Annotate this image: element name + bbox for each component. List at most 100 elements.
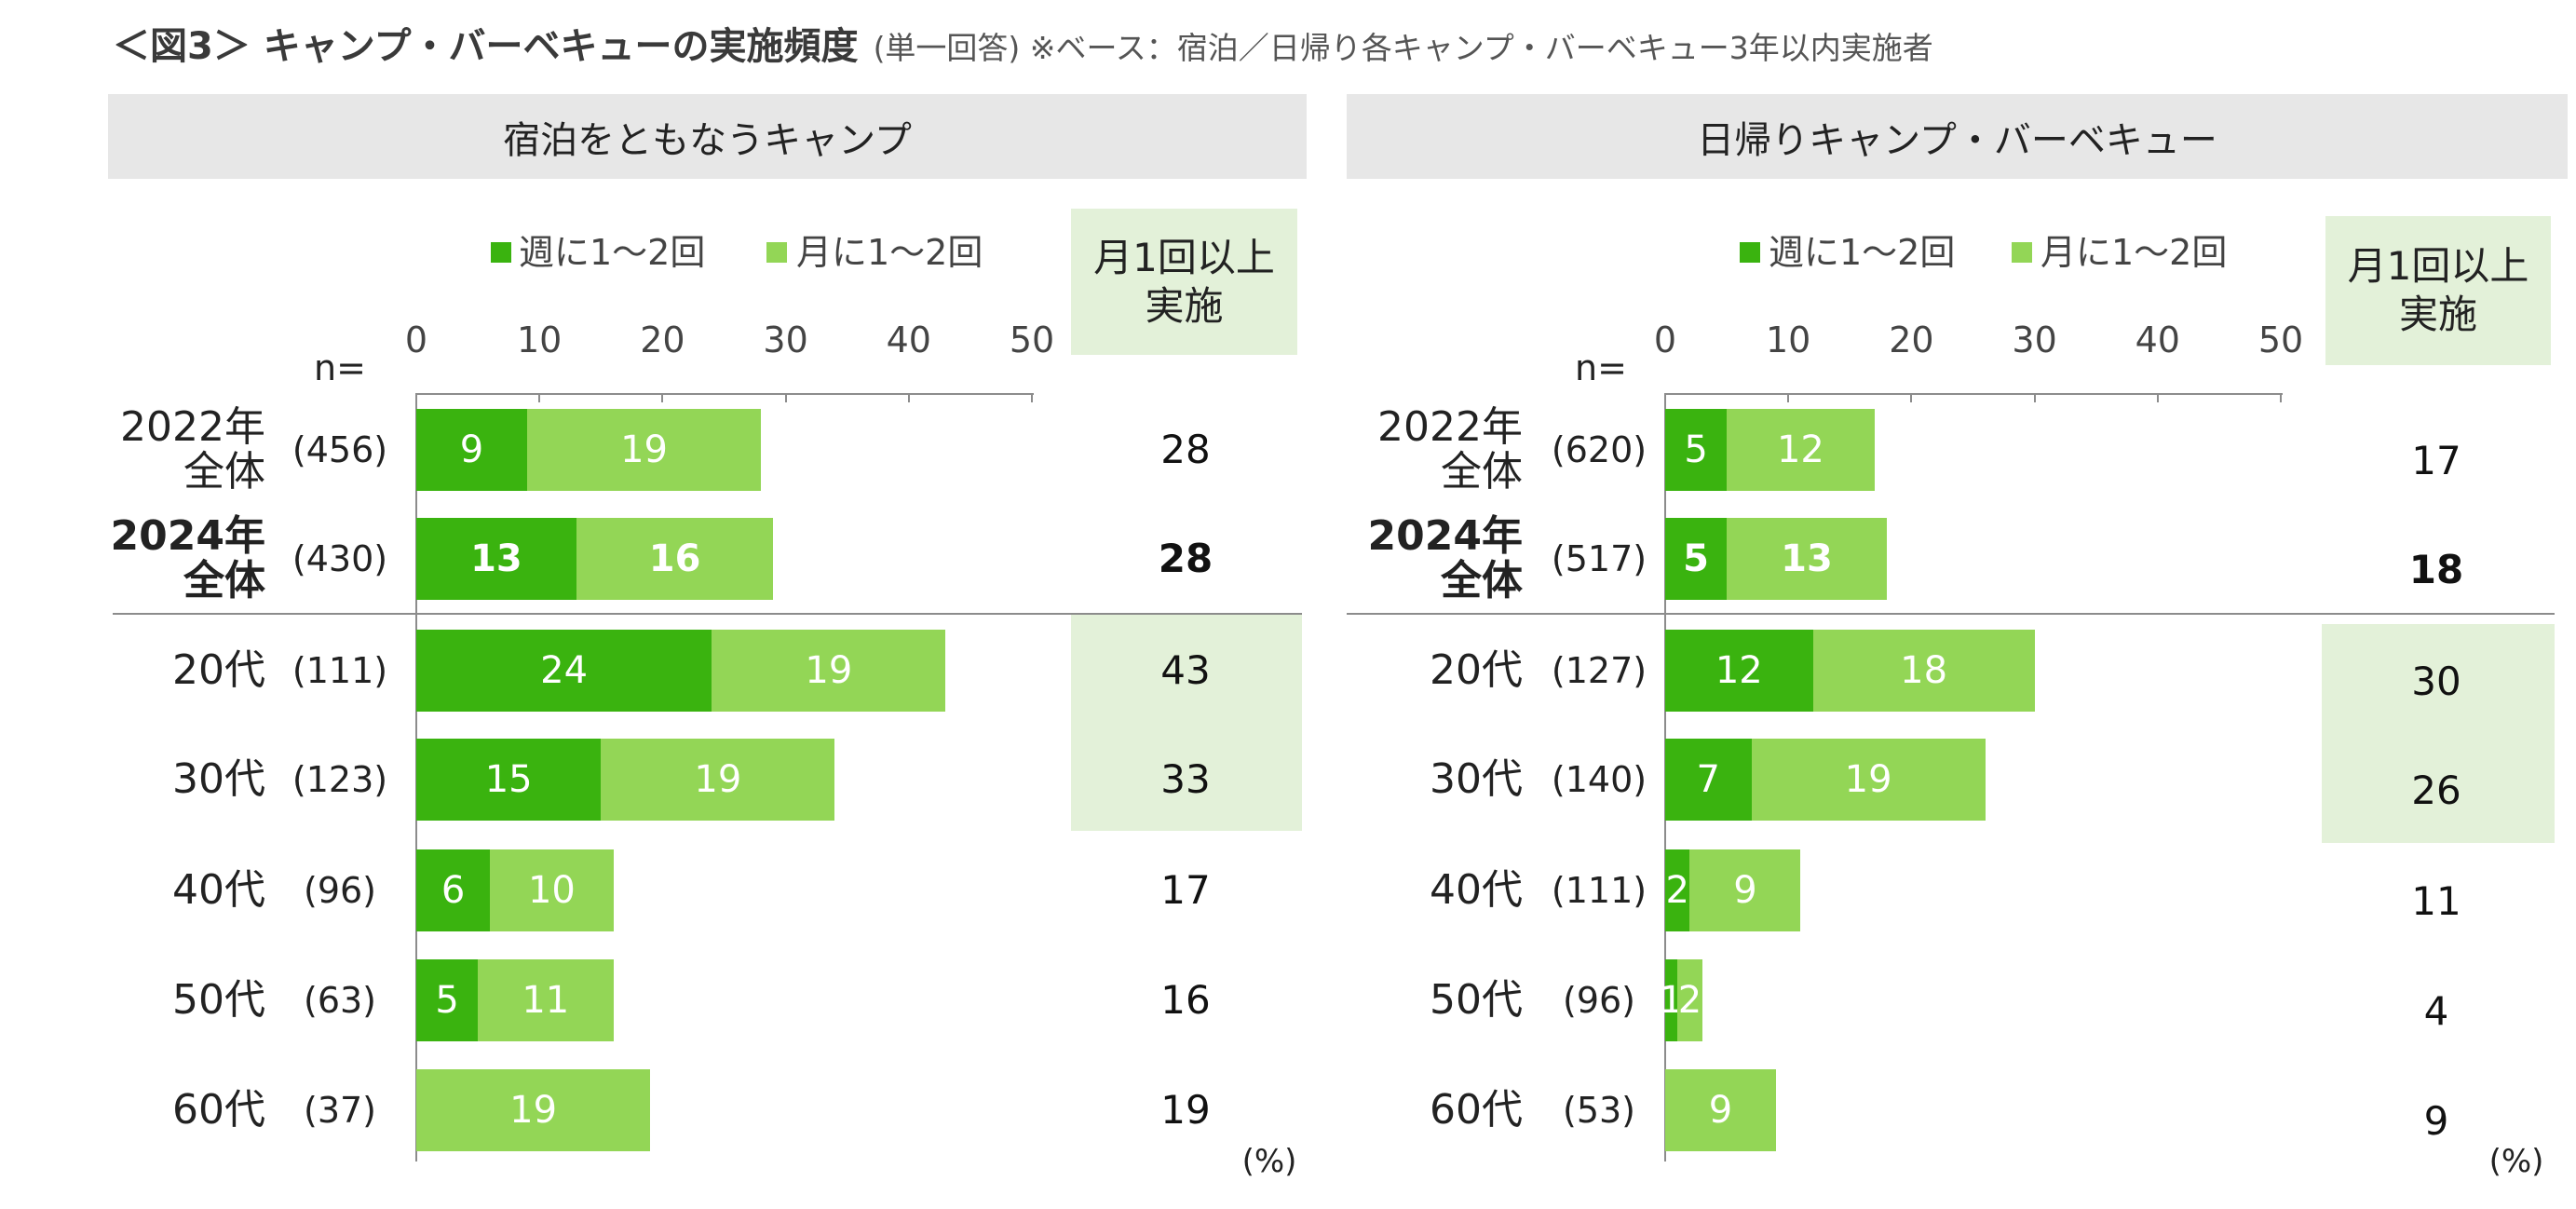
- bar-value-label: 19: [1844, 758, 1892, 801]
- legend-swatch-monthly: [766, 242, 787, 263]
- total-header-line: 月1回以上: [1093, 234, 1275, 280]
- total-value: 28: [1160, 427, 1211, 472]
- unit-label: (%): [2488, 1143, 2544, 1180]
- category-label: 30代: [0, 757, 265, 802]
- category-label-line: 20代: [172, 646, 265, 694]
- panel-header-daytrip: 日帰りキャンプ・バーベキュー: [1347, 94, 2568, 179]
- bar-value-label: 7: [1696, 758, 1720, 801]
- bar-value-label: 5: [1684, 428, 1708, 471]
- sample-size: (53): [1562, 1090, 1636, 1131]
- category-label-line: 全体: [1441, 557, 1523, 604]
- legend-label-monthly: 月に1～2回: [2040, 232, 2228, 273]
- category-label-line: 全体: [183, 557, 265, 604]
- x-axis-line: [1665, 393, 2283, 395]
- figure-title: ＜図3＞ キャンプ・バーベキューの実施頻度 (単一回答) ※ベース：宿泊／日帰り各…: [113, 22, 1933, 78]
- total-header-line: 実施: [2398, 292, 2477, 337]
- bar-value-label: 19: [620, 428, 668, 471]
- x-tick-label: 20: [1889, 319, 1934, 360]
- bar-weekly: 6: [416, 849, 491, 931]
- category-label-line: 40代: [1430, 866, 1523, 914]
- total-column-header: 月1回以上 実施: [2325, 216, 2551, 365]
- category-label: 2024年 全体: [1243, 514, 1523, 604]
- bar-monthly: 9: [1689, 849, 1801, 931]
- bar-weekly: 2: [1665, 849, 1690, 931]
- category-label: 2022年 全体: [1243, 405, 1523, 495]
- total-value: 9: [2423, 1098, 2449, 1144]
- bar-monthly: 2: [1677, 959, 1702, 1041]
- category-label-line: 60代: [1430, 1086, 1523, 1134]
- legend-label-weekly: 週に1～2回: [1769, 232, 1956, 273]
- bar-weekly: 5: [1665, 409, 1728, 491]
- bar-monthly: 12: [1727, 409, 1875, 491]
- x-tick-mark: [415, 393, 417, 402]
- legend-swatch-monthly: [2012, 242, 2032, 263]
- x-tick-label: 10: [1766, 319, 1811, 360]
- sample-size: (111): [291, 650, 388, 691]
- sample-size: (456): [291, 429, 388, 470]
- bar-weekly: 5: [1665, 518, 1728, 600]
- bar-value-label: 12: [1715, 649, 1763, 692]
- category-label-line: 2024年: [110, 512, 265, 560]
- sample-size-label: n=: [314, 347, 366, 388]
- x-tick-mark: [907, 393, 910, 402]
- legend-label-weekly: 週に1～2回: [519, 232, 706, 273]
- x-tick-label: 10: [517, 319, 563, 360]
- total-header-line: 実施: [1145, 282, 1224, 329]
- bar-value-label: 24: [540, 649, 589, 692]
- x-tick-label: 50: [1009, 319, 1055, 360]
- bar-monthly: 19: [526, 409, 762, 491]
- bar-monthly: 11: [478, 959, 614, 1041]
- panel-header-overnight: 宿泊をともなうキャンプ: [108, 94, 1307, 179]
- bar-monthly: 16: [576, 518, 774, 600]
- legend-label-monthly: 月に1～2回: [796, 232, 983, 273]
- x-tick-mark: [1787, 393, 1790, 402]
- total-value: 28: [1158, 536, 1213, 581]
- row-separator: [1347, 613, 2555, 615]
- x-tick-mark: [1910, 393, 1913, 402]
- bar-monthly: 10: [490, 849, 614, 931]
- x-axis-line: [416, 393, 1034, 395]
- bar-value-label: 12: [1776, 428, 1824, 471]
- x-tick-label: 0: [1653, 319, 1677, 360]
- sample-size: (123): [291, 759, 388, 800]
- category-label-line: 全体: [1441, 448, 1523, 496]
- bar-value-label: 9: [459, 428, 484, 471]
- x-tick-mark: [2033, 393, 2036, 402]
- total-value: 16: [1160, 977, 1211, 1023]
- bar-weekly: 13: [416, 518, 576, 600]
- bar-weekly: 24: [416, 630, 712, 712]
- bar-value-label: 13: [1781, 537, 1833, 580]
- x-tick-mark: [784, 393, 787, 402]
- bar-value-label: 5: [1683, 537, 1709, 580]
- legend-swatch-weekly: [1740, 242, 1760, 263]
- category-label-line: 2022年: [1377, 403, 1523, 451]
- total-value: 17: [2411, 438, 2461, 483]
- bar-weekly: 12: [1665, 630, 1813, 712]
- row-separator: [113, 613, 1302, 615]
- total-value: 33: [1160, 756, 1211, 802]
- category-label: 20代: [0, 648, 265, 693]
- category-label: 60代: [0, 1088, 265, 1133]
- total-column-header: 月1回以上 実施: [1071, 209, 1297, 355]
- x-tick-mark: [1031, 393, 1033, 402]
- highlight-band: [1071, 614, 1302, 831]
- category-label-line: 全体: [183, 448, 265, 496]
- x-tick-label: 30: [2012, 319, 2057, 360]
- total-value: 19: [1160, 1087, 1211, 1133]
- category-label: 60代: [1243, 1088, 1523, 1133]
- bar-value-label: 13: [470, 537, 522, 580]
- x-tick-mark: [661, 393, 664, 402]
- total-value: 18: [2408, 547, 2464, 592]
- figure-title-main: ＜図3＞ キャンプ・バーベキューの実施頻度: [113, 25, 859, 68]
- bar-weekly: 1: [1660, 959, 1683, 1041]
- legend-swatch-weekly: [491, 242, 511, 263]
- category-label-line: 60代: [172, 1086, 265, 1134]
- bar-value-label: 16: [648, 537, 701, 580]
- category-label: 20代: [1243, 648, 1523, 693]
- sample-size: (620): [1551, 429, 1647, 470]
- total-header-line: 月1回以上: [2347, 243, 2529, 289]
- sample-size: (111): [1551, 870, 1647, 911]
- sample-size: (96): [1562, 980, 1636, 1021]
- category-label-line: 30代: [1430, 755, 1523, 803]
